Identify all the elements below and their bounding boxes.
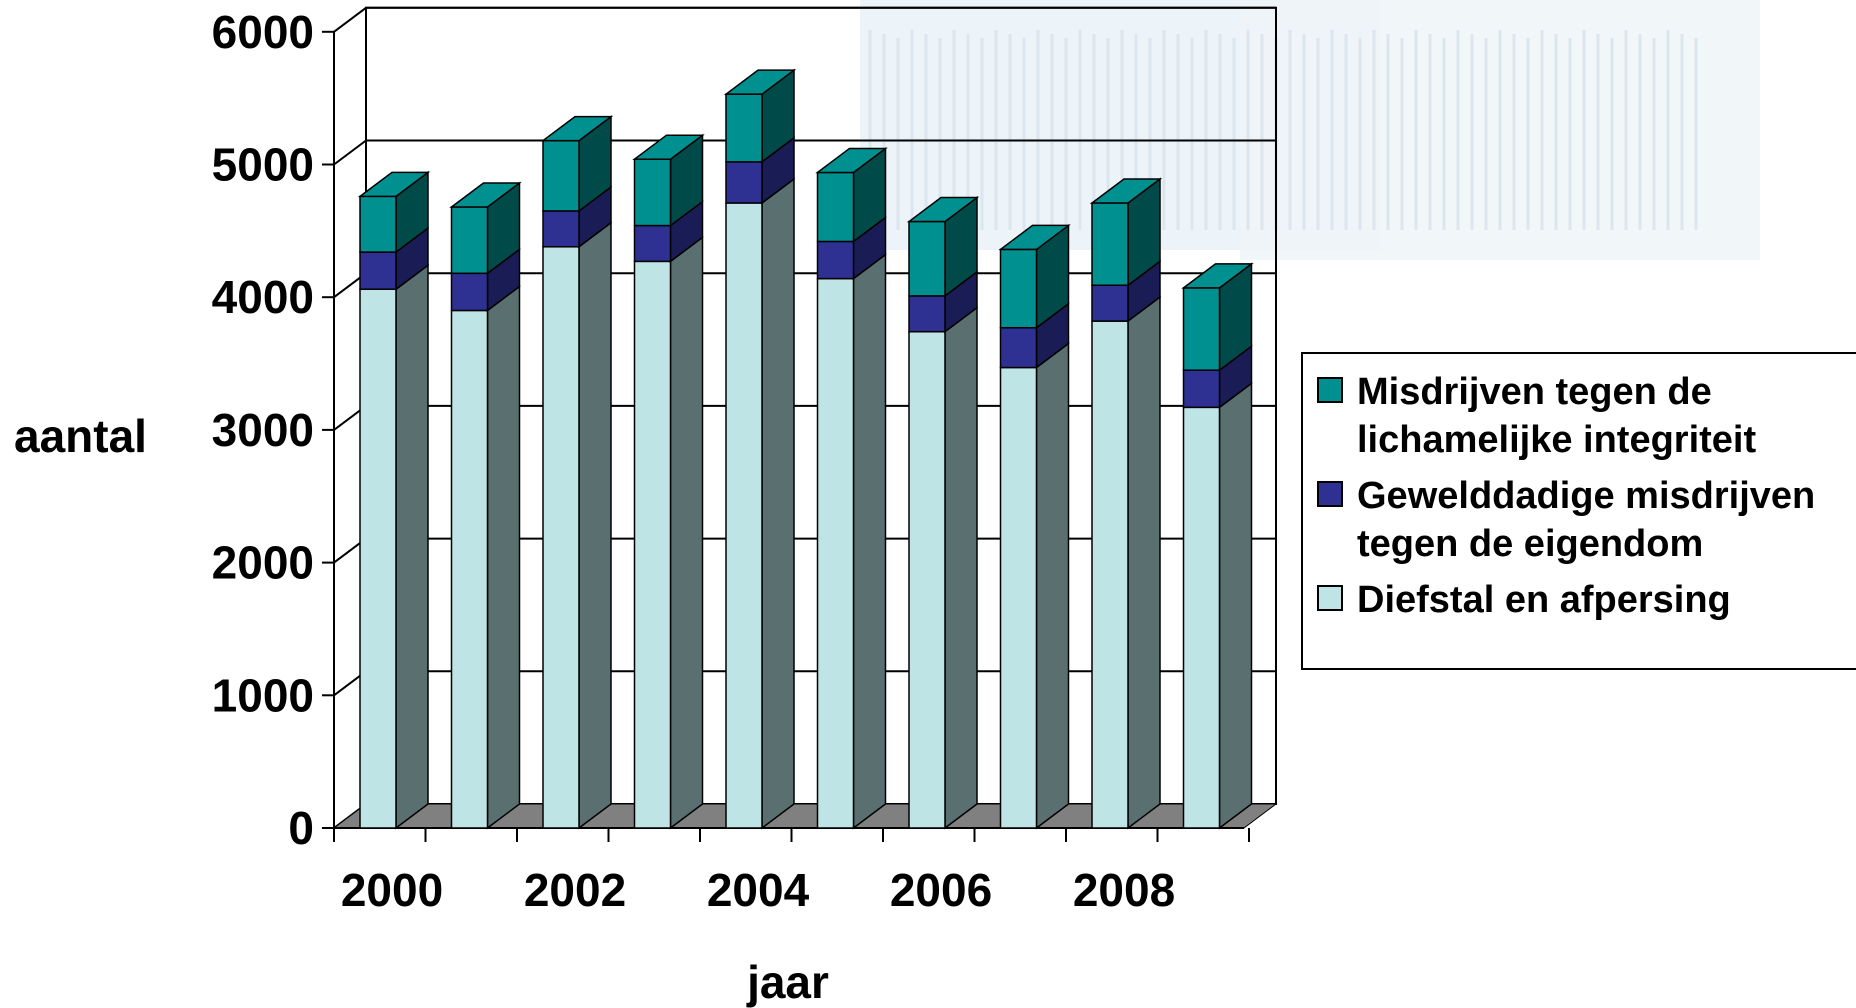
side-wall-gridline — [333, 6, 367, 33]
x-tick-label: 2000 — [341, 864, 443, 916]
side-wall-gridline — [333, 139, 367, 166]
bar-side — [944, 306, 978, 830]
bar-segment — [1182, 406, 1221, 829]
bar-segment — [908, 220, 946, 297]
x-axis-label: jaar — [746, 956, 829, 1008]
bar-top — [723, 69, 797, 95]
bar-segment — [450, 309, 489, 829]
bar-top — [357, 171, 431, 198]
legend-label-misdrijven: Misdrijven tegen de lichamelijke integri… — [1357, 371, 1757, 461]
bar-segment — [359, 195, 397, 253]
y-tick-label: 6000 — [212, 6, 314, 58]
bar-segment — [450, 206, 489, 275]
y-tick-label: 2000 — [212, 537, 314, 589]
bar-segment — [633, 224, 672, 263]
legend-item-misdrijven: Misdrijven tegen de lichamelijke integri… — [1317, 368, 1856, 464]
bar-segment — [1182, 287, 1221, 371]
bar-side — [1127, 295, 1161, 830]
bar-segment — [542, 139, 580, 212]
legend-item-diefstal: Diefstal en afpersing — [1317, 576, 1856, 624]
bar-side — [578, 221, 612, 830]
legend-label-diefstal: Diefstal en afpersing — [1357, 579, 1731, 621]
bar-top — [1089, 178, 1163, 204]
bar-segment — [1091, 284, 1129, 322]
bar-segment — [633, 158, 672, 227]
bar-segment — [816, 240, 855, 280]
legend-label-gewelddadige: Gewelddadige misdrijven tegen de eigendo… — [1357, 475, 1816, 565]
y-tick-label: 3000 — [212, 404, 314, 456]
bar-top — [540, 115, 614, 142]
legend-item-gewelddadige: Gewelddadige misdrijven tegen de eigendo… — [1317, 472, 1856, 568]
bar-top — [906, 196, 980, 223]
bar-segment — [725, 161, 763, 204]
x-tick-label: 2008 — [1073, 864, 1175, 916]
bar-segment — [725, 93, 763, 163]
legend-swatch-gewelddadige — [1317, 481, 1343, 507]
bar-segment — [359, 251, 397, 290]
bar-top — [815, 147, 888, 174]
legend: Misdrijven tegen de lichamelijke integri… — [1301, 352, 1856, 670]
bar-segment — [542, 210, 580, 248]
bar-segment — [359, 288, 397, 829]
bar-segment — [1091, 202, 1129, 287]
legend-swatch-diefstal — [1317, 585, 1343, 611]
bar-segment — [908, 330, 946, 829]
bar-top — [449, 182, 522, 208]
x-tick-label: 2002 — [524, 864, 626, 916]
bar-side — [1035, 342, 1070, 830]
bar-segment — [542, 246, 580, 829]
bar-segment — [816, 277, 855, 829]
bar-segment — [1182, 369, 1221, 409]
y-tick-label: 4000 — [212, 271, 314, 323]
bars — [357, 68, 1254, 830]
y-tick-label: 0 — [288, 802, 314, 854]
bar-side — [852, 253, 887, 830]
bar-segment — [725, 202, 763, 829]
bar-side — [395, 263, 429, 830]
bar-top — [1181, 263, 1254, 289]
bar-side — [669, 235, 704, 830]
bar-segment — [450, 272, 489, 312]
bar-side — [761, 177, 795, 830]
bar-top — [632, 134, 705, 160]
bar-top — [998, 224, 1071, 251]
y-tick-label: 5000 — [212, 139, 314, 191]
bar-segment — [999, 248, 1038, 329]
bar-segment — [1091, 320, 1129, 829]
y-tick-label: 1000 — [212, 669, 314, 721]
bar-segment — [816, 171, 855, 243]
bar-side — [486, 284, 521, 830]
bar-segment — [999, 366, 1038, 829]
bar-segment — [908, 295, 946, 333]
bar-segment — [999, 326, 1038, 369]
bar-side — [1218, 381, 1253, 830]
bar-segment — [633, 260, 672, 829]
x-tick-label: 2004 — [707, 864, 810, 916]
legend-swatch-misdrijven — [1317, 377, 1343, 403]
y-axis-label: aantal — [14, 410, 147, 462]
x-axis-ticks: 2000 2002 2004 2006 2008 — [333, 828, 1250, 916]
background-watermark — [860, 0, 1760, 260]
x-tick-label: 2006 — [890, 864, 992, 916]
y-axis-ticks: 0 1000 2000 3000 4000 5000 6000 — [212, 6, 334, 854]
